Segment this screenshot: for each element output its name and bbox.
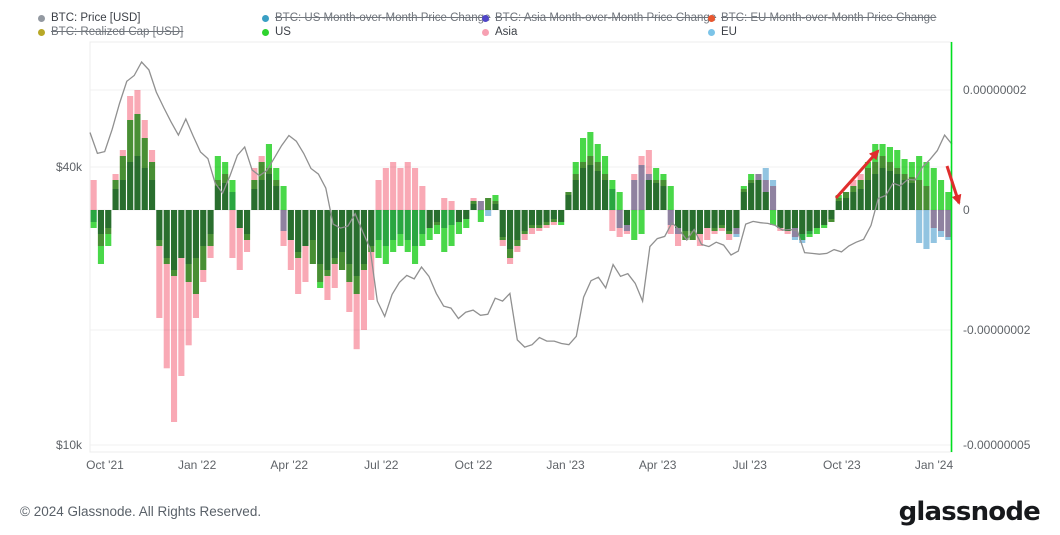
legend-label: BTC: US Month-over-Month Price Change bbox=[275, 12, 491, 24]
legend-label: BTC: EU Month-over-Month Price Change bbox=[721, 12, 937, 24]
x-tick: Oct '23 bbox=[823, 458, 861, 472]
trend-arrow-up bbox=[834, 149, 880, 199]
glassnode-logo: glassnode bbox=[898, 496, 1041, 527]
x-tick: Jul '22 bbox=[364, 458, 399, 472]
plot-border bbox=[89, 41, 953, 453]
legend-item-btc-eu-mom[interactable]: BTC: EU Month-over-Month Price Change bbox=[708, 11, 936, 25]
legend-item-btc-us-mom[interactable]: BTC: US Month-over-Month Price Change bbox=[262, 11, 490, 25]
x-tick: Oct '21 bbox=[86, 458, 124, 472]
y-left-tick: $40k bbox=[56, 160, 83, 174]
y-right-tick: 0 bbox=[963, 203, 970, 217]
legend-label: Asia bbox=[495, 26, 518, 38]
legend-item-btc-price[interactable]: BTC: Price [USD] bbox=[38, 11, 140, 25]
legend-label: EU bbox=[721, 26, 737, 38]
y-right-tick: 0.00000002 bbox=[963, 83, 1027, 97]
legend-item-btc-asia-mom[interactable]: BTC: Asia Month-over-Month Price Change bbox=[482, 11, 716, 25]
legend-dot-asia bbox=[482, 28, 489, 36]
btc-regional-mom-chart[interactable]: $40k $10k 0.00000002 0 -0.00000002 -0.0000000… bbox=[0, 0, 1060, 482]
bars-asia bbox=[90, 90, 952, 422]
gridlines bbox=[90, 89, 952, 446]
x-tick: Jan '22 bbox=[178, 458, 217, 472]
trend-arrow-down bbox=[945, 165, 962, 205]
x-tick: Jul '23 bbox=[733, 458, 768, 472]
legend-dot-btc-eu-mom bbox=[708, 14, 715, 22]
legend-item-asia[interactable]: Asia bbox=[482, 25, 517, 39]
footer: © 2024 Glassnode. All Rights Reserved. g… bbox=[0, 488, 1060, 535]
legend-dot-btc-price bbox=[38, 14, 45, 22]
y-right-tick: -0.00000005 bbox=[963, 438, 1031, 452]
legend-dot-btc-realized-cap bbox=[38, 28, 45, 36]
x-tick: Apr '22 bbox=[270, 458, 308, 472]
legend-item-eu[interactable]: EU bbox=[708, 25, 737, 39]
x-tick: Oct '22 bbox=[455, 458, 493, 472]
legend-dot-btc-asia-mom bbox=[482, 14, 489, 22]
legend-label: BTC: Realized Cap [USD] bbox=[51, 26, 184, 38]
y-left-tick: $10k bbox=[56, 438, 83, 452]
legend-label: BTC: Asia Month-over-Month Price Change bbox=[495, 12, 717, 24]
bars-us bbox=[90, 114, 952, 294]
legend-item-us[interactable]: US bbox=[262, 25, 291, 39]
x-tick: Jan '23 bbox=[546, 458, 585, 472]
x-tick: Apr '23 bbox=[639, 458, 677, 472]
legend-dot-btc-us-mom bbox=[262, 14, 269, 22]
legend-item-btc-realized-cap[interactable]: BTC: Realized Cap [USD] bbox=[38, 25, 183, 39]
x-tick: Jan '24 bbox=[915, 458, 954, 472]
legend-label: US bbox=[275, 26, 291, 38]
legend-dot-eu bbox=[708, 28, 715, 36]
y-right-tick: -0.00000002 bbox=[963, 323, 1031, 337]
chart-legend: BTC: Price [USD] BTC: US Month-over-Month… bbox=[0, 0, 1060, 42]
legend-dot-us bbox=[262, 28, 269, 36]
legend-label: BTC: Price [USD] bbox=[51, 12, 141, 24]
btc-price-line bbox=[89, 60, 953, 348]
copyright-text: © 2024 Glassnode. All Rights Reserved. bbox=[20, 504, 262, 519]
